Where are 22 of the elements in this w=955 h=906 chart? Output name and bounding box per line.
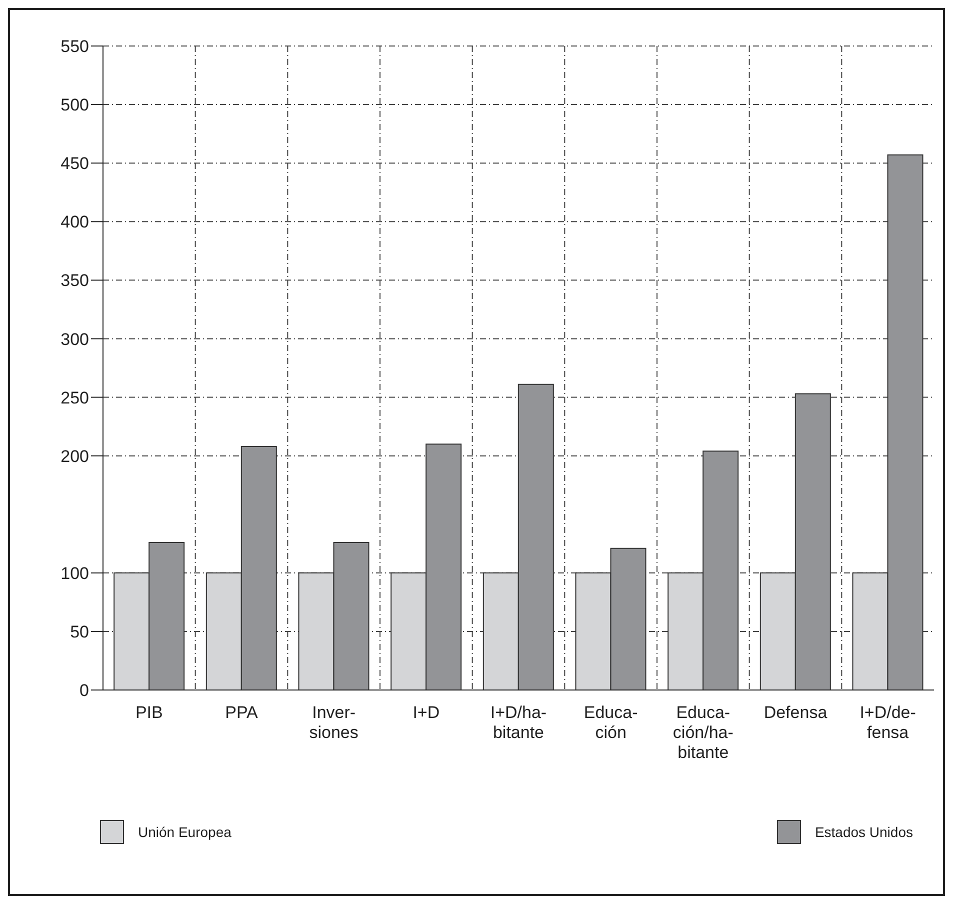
y-tick-label: 400 bbox=[60, 212, 89, 232]
x-tick-label: I+D/ha- bitante bbox=[490, 703, 547, 742]
legend-label: Estados Unidos bbox=[814, 823, 913, 842]
x-tick-label: Educa- ción bbox=[584, 703, 638, 742]
y-tick-label: 0 bbox=[80, 681, 89, 700]
y-tick-label: 450 bbox=[60, 154, 89, 174]
y-tick-label: 300 bbox=[60, 330, 89, 349]
x-tick-label: Inver- siones bbox=[309, 703, 358, 742]
y-tick-label: 500 bbox=[60, 96, 89, 115]
y-tick-label: 550 bbox=[60, 37, 89, 56]
x-tick-label: PPA bbox=[225, 703, 259, 722]
x-tick-label: I+D bbox=[412, 703, 440, 722]
x-tick-label: Defensa bbox=[764, 703, 828, 722]
y-tick-label: 50 bbox=[70, 622, 89, 642]
x-tick-label: Educa- ción/ha- bitante bbox=[672, 703, 734, 762]
y-tick-label: 250 bbox=[60, 388, 89, 408]
y-tick-label: 100 bbox=[60, 564, 89, 583]
x-tick-label: PIB bbox=[135, 703, 163, 722]
legend-label: Unión Europea bbox=[137, 823, 232, 842]
y-tick-label: 200 bbox=[60, 446, 89, 466]
x-tick-label: I+D/de- fensa bbox=[860, 703, 916, 742]
y-tick-label: 350 bbox=[60, 271, 89, 290]
